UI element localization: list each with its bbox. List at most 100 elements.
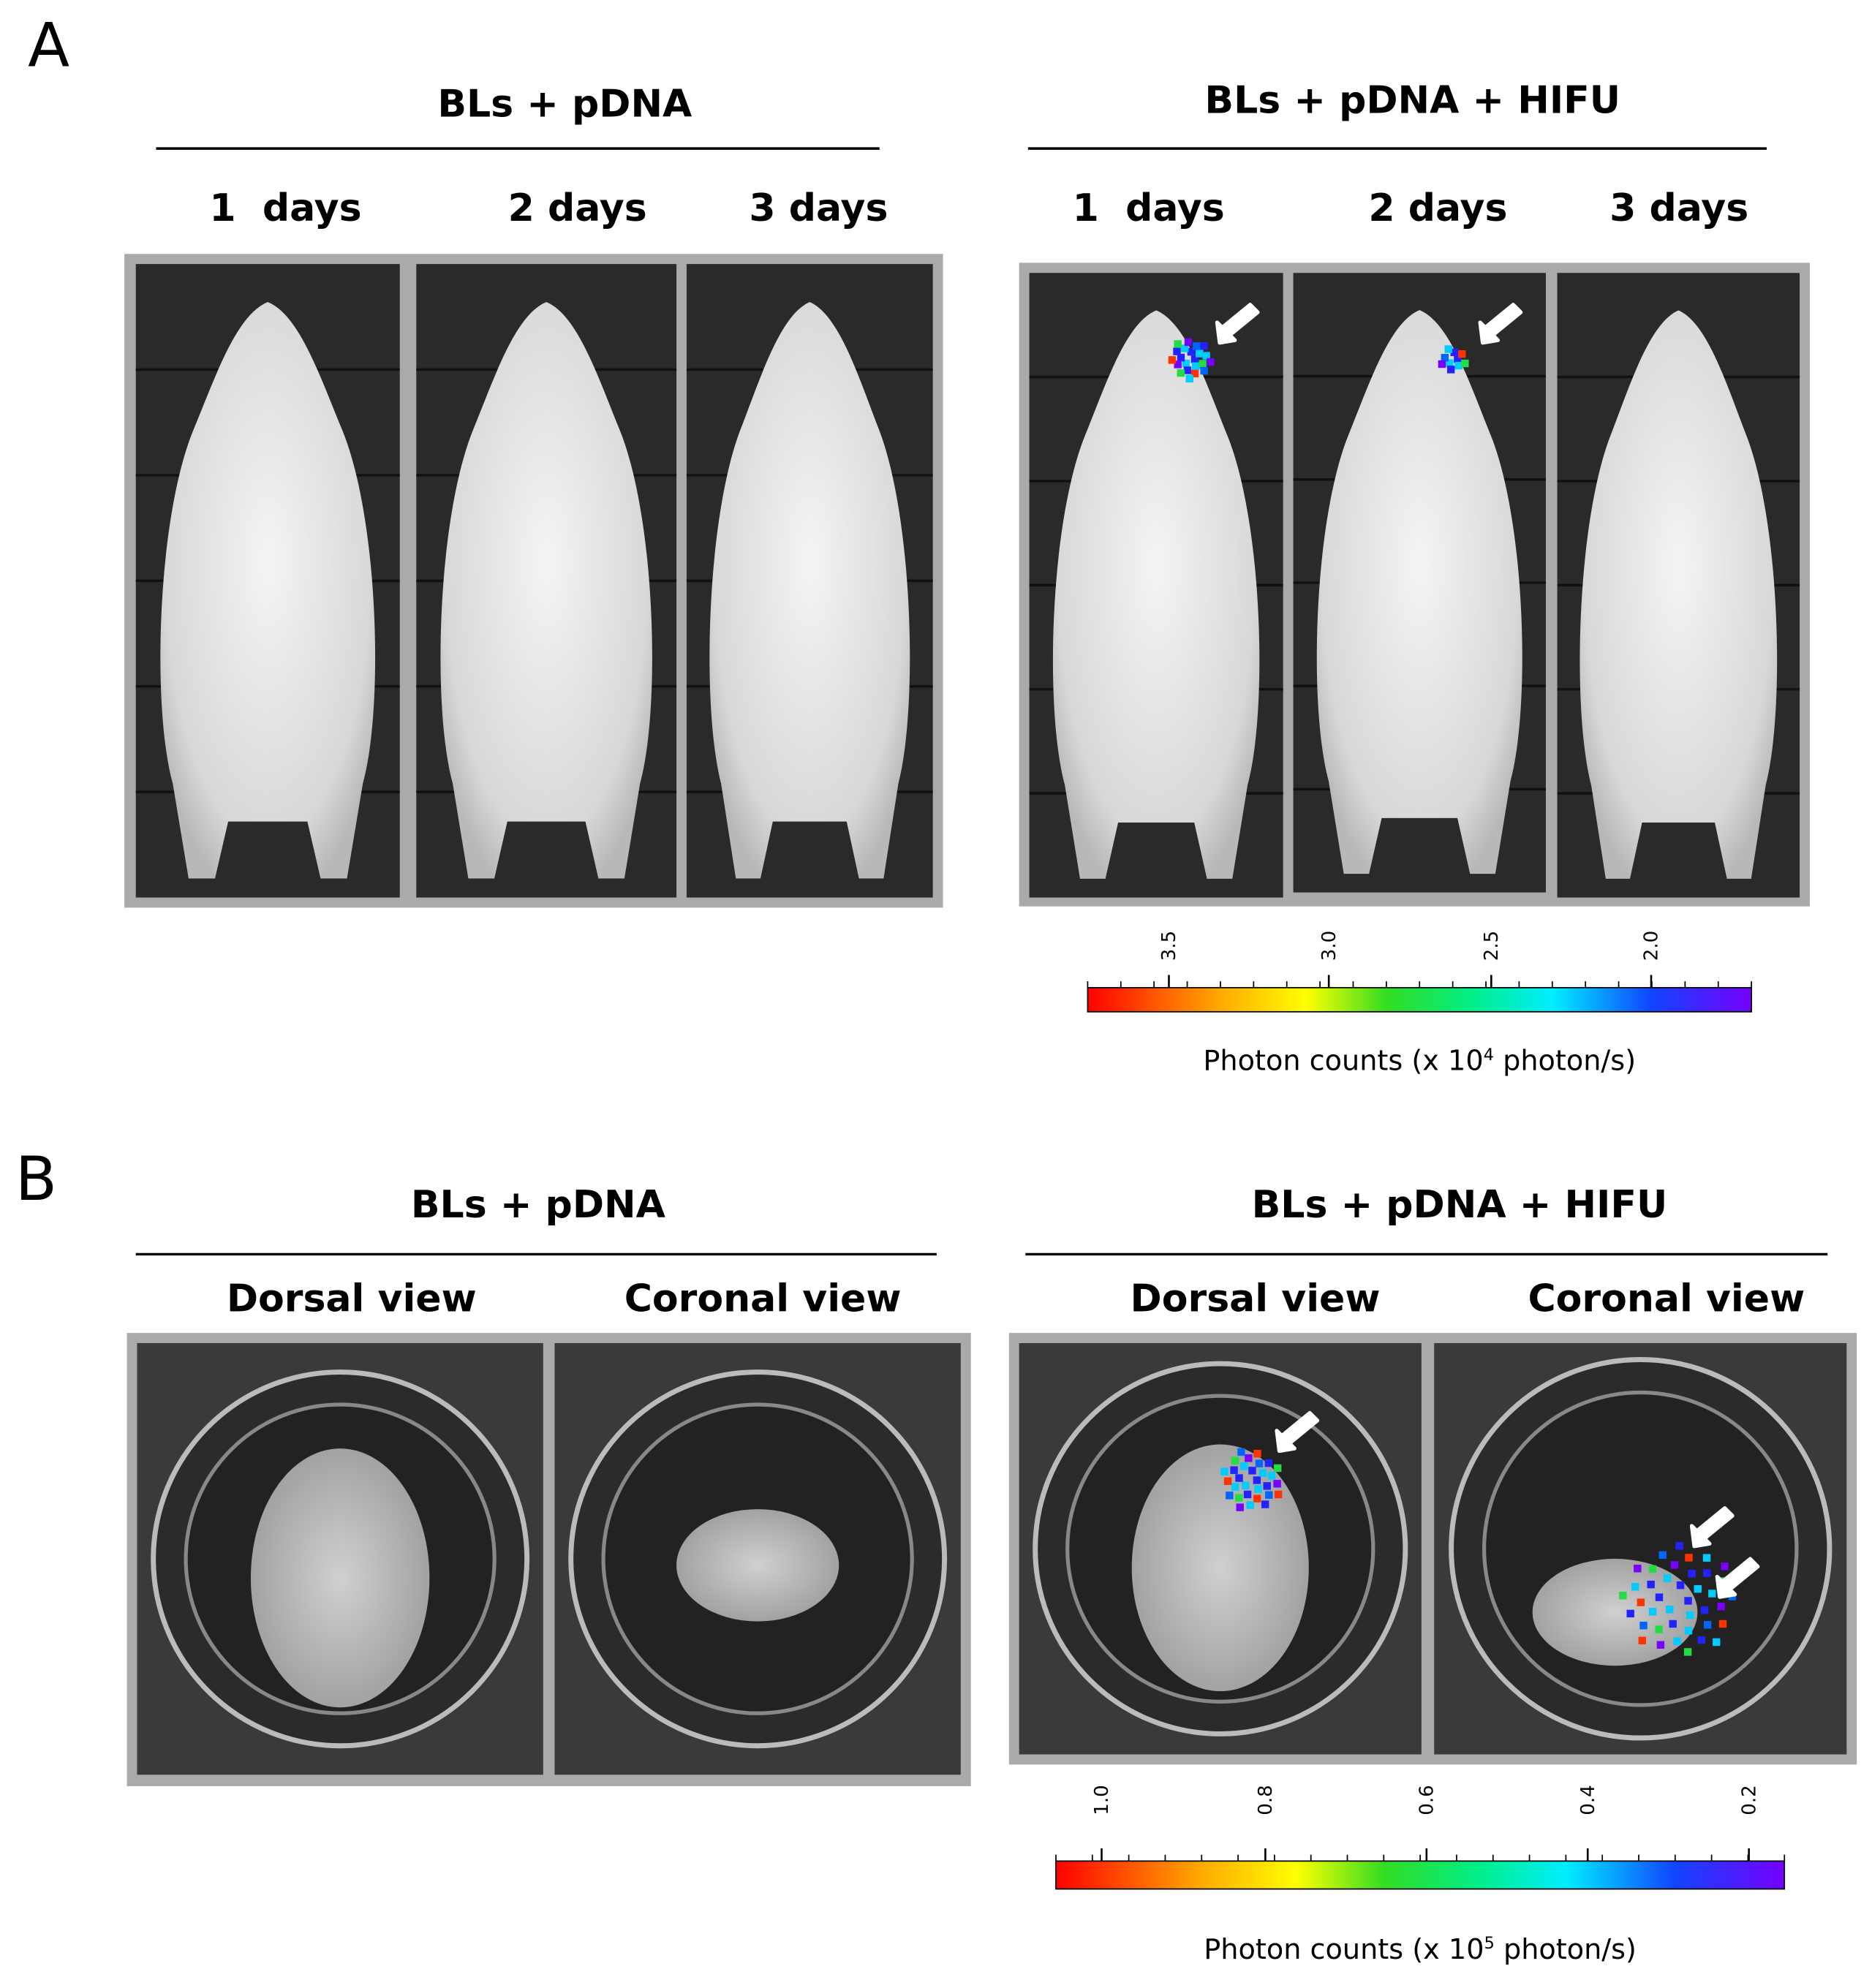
signal [1666,1606,1674,1614]
signal [1182,359,1190,368]
signal [1656,1641,1665,1649]
signal [1648,1565,1657,1573]
mouse [1580,310,1778,879]
signal [1181,344,1189,352]
signal [1686,1611,1694,1619]
signal [1207,358,1215,366]
signal [1223,1477,1232,1486]
image-panel [1557,273,1800,898]
signal [1684,1597,1692,1605]
signal [1246,1501,1254,1509]
signal [1684,1627,1693,1635]
signal [1177,353,1185,362]
signal [1191,362,1200,370]
panel-label: A [28,10,69,80]
signal [1637,1598,1645,1606]
signal [1688,1570,1696,1578]
column-label: Dorsal view [227,1277,477,1321]
brain [1131,1444,1309,1692]
signal [1190,355,1199,363]
signal [1231,1483,1239,1491]
image-panel [416,264,677,898]
brain-slice [1532,1558,1698,1666]
signal [1445,359,1454,367]
signal [1647,1580,1655,1589]
caption-text: photon/s) [1495,1934,1637,1966]
signal [1199,360,1207,368]
column-label: 3 days [749,186,888,230]
colorbar-caption: Photon counts (x 105 photon/s) [1204,1934,1637,1966]
signal [1676,1581,1685,1590]
signal [1626,1609,1634,1618]
signal [1258,1469,1267,1477]
mouse [160,302,376,879]
signal [1658,1551,1667,1560]
signal [1240,1462,1248,1470]
signal [1454,361,1462,370]
signal [1184,338,1193,347]
image-panel [137,1342,543,1775]
column-label: 1 days [1073,186,1225,230]
signal [1444,345,1452,353]
signal [1718,1619,1727,1628]
signal [1220,1467,1228,1475]
signal [1193,342,1201,350]
signal [1441,354,1449,362]
colorbar-tick-label: 2.5 [1481,931,1503,961]
signal [1226,1492,1234,1500]
signal [1236,1503,1244,1511]
signal [1670,1561,1679,1569]
mouse [709,302,910,879]
signal [1237,1448,1245,1456]
image-panel [686,264,933,898]
mouse [440,302,652,879]
mouse [1316,310,1522,874]
signal [1242,1481,1250,1489]
signal [1450,348,1458,357]
colorbar-tick-label: 0.8 [1255,1785,1277,1815]
signal [1174,360,1182,369]
signal [1703,1569,1711,1577]
arrow [1478,303,1523,345]
signal [1202,352,1210,360]
colorbar-tick-label: 0.2 [1738,1785,1760,1815]
colorbar-tick-label: 2.0 [1641,931,1663,961]
signal [1685,1554,1693,1562]
signal [1273,1480,1281,1488]
signal [1273,1464,1282,1473]
image-panel [1434,1342,1847,1755]
signal [1634,1565,1642,1573]
column-label: Coronal view [1528,1277,1805,1321]
colorbar [1087,986,1752,1013]
caption-text: Photon counts (x 10 [1204,1934,1484,1966]
signal [1655,1593,1664,1601]
signal [1235,1474,1243,1482]
signal [1461,359,1469,368]
signal [1648,1608,1657,1616]
arrow [1275,1410,1320,1454]
arrow [1215,303,1260,345]
signal [1261,1500,1269,1508]
colorbar-tick-label: 1.0 [1091,1785,1113,1815]
signal [1187,347,1196,356]
signal [1245,1454,1253,1462]
signal [1235,1494,1243,1502]
signal [1200,341,1208,350]
signal [1253,1494,1261,1503]
signal [1173,347,1181,355]
signal [1663,1574,1672,1582]
signal [1655,1625,1663,1633]
signal [1708,1590,1716,1598]
colorbar-tick-label: 0.6 [1416,1785,1438,1815]
arrow [1689,1506,1735,1549]
signal [1438,360,1446,369]
column-label: 2 days [508,186,647,230]
group-title: BLs + pDNA [411,1183,666,1227]
caption-exponent: 5 [1484,1934,1494,1953]
signal [1190,369,1199,378]
colorbar-tick-label: 3.0 [1318,931,1340,961]
signal [1255,1459,1264,1467]
column-label: Dorsal view [1131,1277,1381,1321]
